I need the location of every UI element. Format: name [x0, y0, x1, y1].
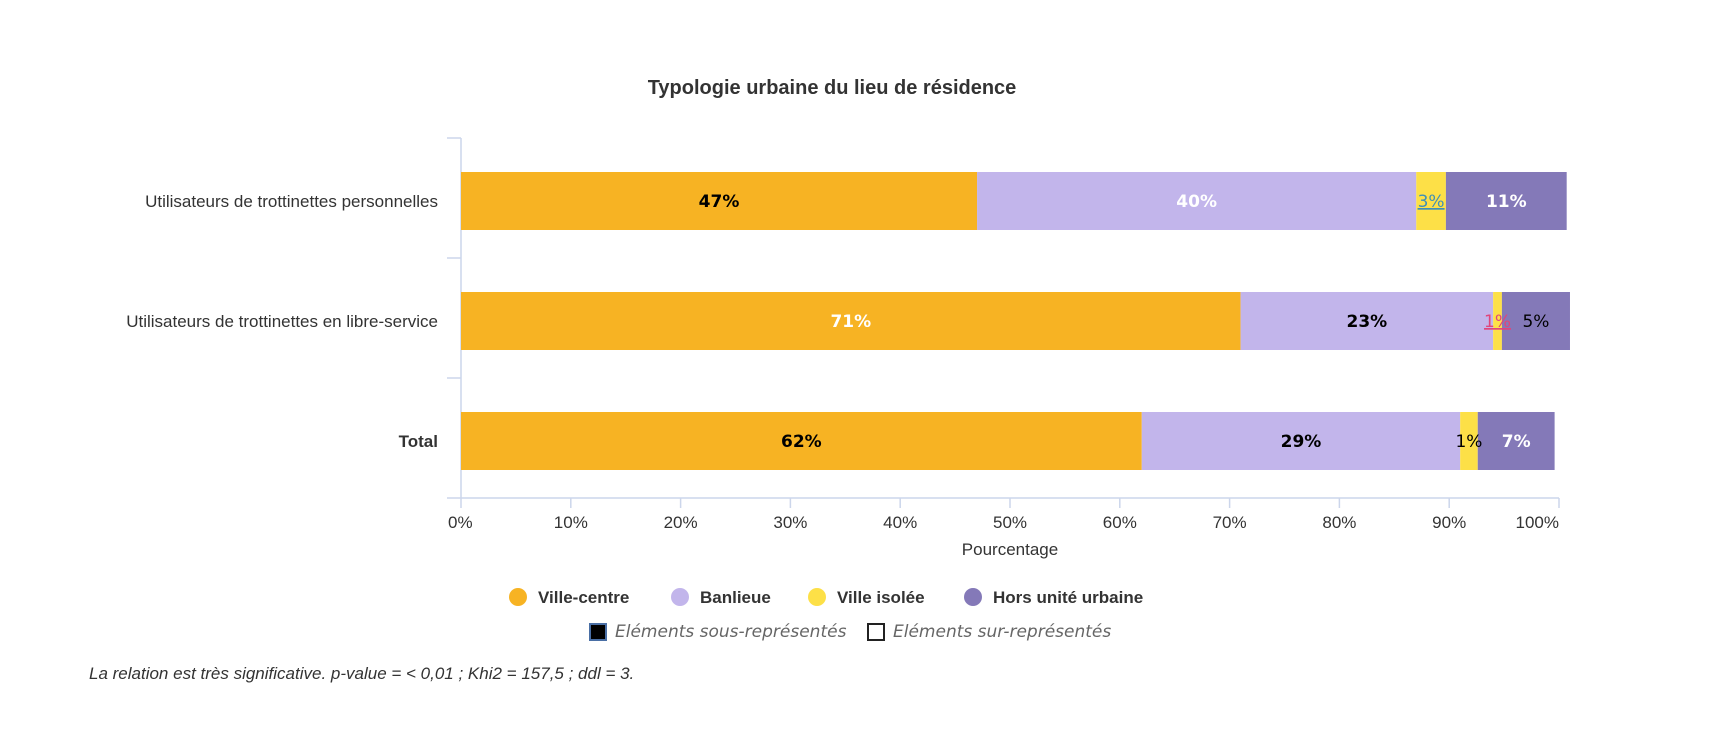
- x-tick-label: 0%: [448, 513, 473, 532]
- legend-marker: [671, 588, 689, 606]
- bar-segment: [1493, 292, 1502, 350]
- bar-segment: [461, 292, 1241, 350]
- x-tick-label: 50%: [993, 513, 1027, 532]
- bar-segment: [977, 172, 1417, 230]
- bar-segment: [1445, 172, 1567, 230]
- data-label: 29%: [1281, 432, 1322, 452]
- key-under-represented: Eléments sous-représentés: [589, 622, 846, 642]
- bar-segment: [1416, 172, 1446, 230]
- legend-label[interactable]: Banlieue: [700, 588, 771, 607]
- over-represented-label: Eléments sur-représentés: [893, 622, 1112, 642]
- data-label: 11%: [1486, 192, 1527, 212]
- bar-segment: [1460, 412, 1478, 470]
- category-label: Utilisateurs de trottinettes personnelle…: [145, 192, 438, 211]
- data-label: 1%: [1484, 312, 1511, 332]
- data-label: 23%: [1346, 312, 1387, 332]
- bar-segment: [461, 172, 978, 230]
- legend-marker: [808, 588, 826, 606]
- x-tick-label: 20%: [664, 513, 698, 532]
- bar-segment: [1240, 292, 1494, 350]
- data-label: 47%: [699, 192, 740, 212]
- under-represented-label: Eléments sous-représentés: [615, 622, 847, 642]
- over-represented-swatch: [867, 623, 885, 641]
- x-axis-label: Pourcentage: [962, 540, 1058, 559]
- under-represented-swatch: [589, 623, 607, 641]
- data-label: 1%: [1455, 432, 1482, 452]
- legend-label[interactable]: Hors unité urbaine: [993, 588, 1143, 607]
- x-tick-label: 30%: [773, 513, 807, 532]
- category-label: Utilisateurs de trottinettes en libre-se…: [126, 312, 438, 331]
- x-tick-label: 40%: [883, 513, 917, 532]
- x-tick-label: 60%: [1103, 513, 1137, 532]
- x-tick-label: 80%: [1322, 513, 1356, 532]
- x-tick-label: 100%: [1516, 513, 1559, 532]
- chart-title: Typologie urbaine du lieu de résidence: [648, 77, 1017, 99]
- data-label: 62%: [781, 432, 822, 452]
- legend-label[interactable]: Ville-centre: [538, 588, 629, 607]
- x-tick-label: 70%: [1213, 513, 1247, 532]
- bar-segment: [1501, 292, 1570, 350]
- legend-label[interactable]: Ville isolée: [837, 588, 925, 607]
- legend-marker: [509, 588, 527, 606]
- data-label: 7%: [1502, 432, 1531, 452]
- footnote: La relation est très significative. p-va…: [89, 664, 635, 683]
- data-label: 3%: [1418, 192, 1445, 212]
- category-label: Total: [399, 432, 438, 451]
- x-tick-label: 10%: [554, 513, 588, 532]
- legend-marker: [964, 588, 982, 606]
- x-tick-label: 90%: [1432, 513, 1466, 532]
- bar-segment: [1141, 412, 1461, 470]
- data-label: 5%: [1522, 312, 1549, 332]
- bar-segment: [1477, 412, 1555, 470]
- key-over-represented: Eléments sur-représentés: [867, 622, 1111, 642]
- data-label: 71%: [830, 312, 871, 332]
- bar-segment: [461, 412, 1142, 470]
- data-label: 40%: [1176, 192, 1217, 212]
